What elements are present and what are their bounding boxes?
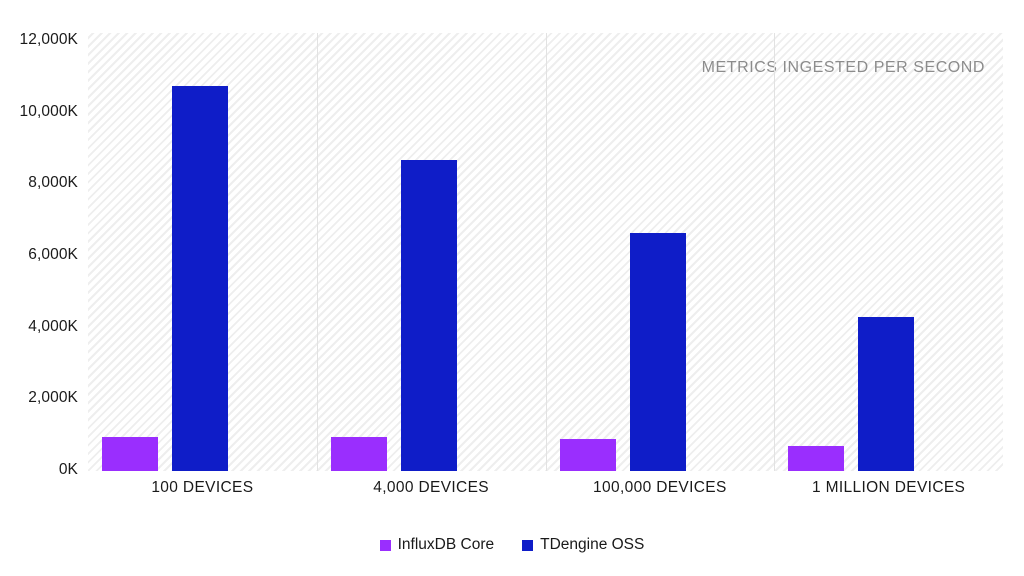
- x-axis-tick-label: 100,000 DEVICES: [593, 479, 727, 496]
- group-separator: [316, 33, 318, 471]
- chart-annotation: METRICS INGESTED PER SECOND: [701, 59, 985, 76]
- bar-group: [774, 33, 1003, 471]
- bar-tdengine-oss[interactable]: [858, 316, 915, 471]
- y-axis-tick-label: 8,000K: [28, 174, 78, 192]
- bar-tdengine-oss[interactable]: [629, 233, 686, 471]
- x-axis: 100 DEVICES 4,000 DEVICES 100,000 DEVICES 1…: [88, 471, 1003, 505]
- y-axis-tick-label: 10,000K: [19, 102, 78, 120]
- y-axis-tick-label: 6,000K: [28, 246, 78, 263]
- legend-item[interactable]: InfluxDB Core: [379, 536, 495, 554]
- legend-swatch-icon: [379, 539, 391, 551]
- y-axis-tick-label: 2,000K: [28, 389, 78, 407]
- y-axis-tick-label: 12,000K: [19, 31, 78, 48]
- y-axis-tick-label: 4,000K: [28, 317, 78, 335]
- x-axis-tick-label: 1 MILLION DEVICES: [812, 479, 966, 496]
- y-axis: 12,000K 10,000K 8,000K 6,000K 4,000K 2,000K 0K: [0, 0, 88, 576]
- group-separator: [545, 33, 547, 471]
- legend-label: InfluxDB Core: [397, 536, 495, 553]
- legend-item[interactable]: TDengine OSS: [522, 536, 644, 554]
- y-axis-tick-label: 0K: [58, 461, 78, 478]
- bar-group: [317, 33, 546, 471]
- bar-group: [88, 33, 317, 471]
- x-axis-tick-label: 4,000 DEVICES: [373, 479, 489, 496]
- group-separator: [774, 33, 776, 471]
- bar-tdengine-oss[interactable]: [400, 159, 457, 471]
- bar-influxdb-core[interactable]: [559, 439, 616, 471]
- bar-influxdb-core[interactable]: [330, 436, 387, 471]
- plot-area: METRICS INGESTED PER SECOND: [88, 33, 1003, 471]
- chart-legend: InfluxDB Core TDengine OSS: [0, 536, 1024, 554]
- bar-influxdb-core[interactable]: [102, 436, 158, 471]
- bar-tdengine-oss[interactable]: [172, 85, 228, 471]
- x-axis-tick-label: 100 DEVICES: [151, 479, 254, 496]
- legend-label: TDengine OSS: [540, 536, 645, 553]
- bar-group: [546, 33, 775, 471]
- bar-influxdb-core[interactable]: [788, 445, 845, 471]
- legend-swatch-icon: [522, 539, 534, 551]
